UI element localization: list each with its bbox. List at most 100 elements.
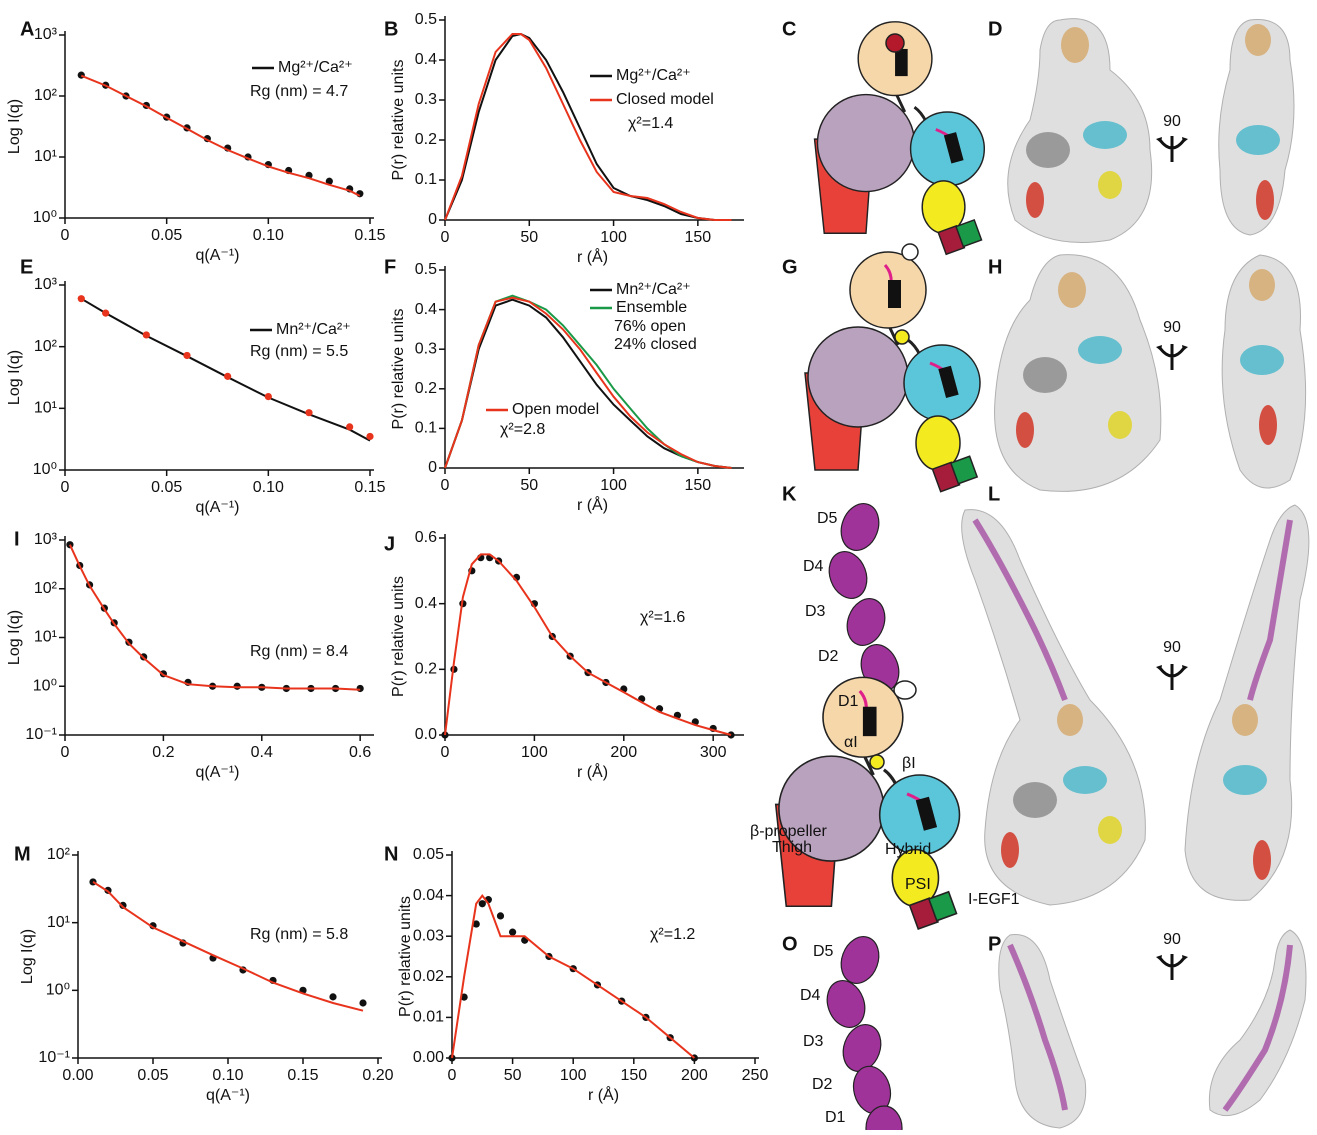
x-axis-label: q(A⁻¹)	[196, 764, 240, 781]
panel-label: N	[384, 843, 398, 865]
y-tick-label: 0.03	[413, 927, 444, 944]
y-tick-label: 0.02	[413, 968, 444, 985]
metal-ion	[894, 329, 910, 345]
panel-label: I	[14, 528, 20, 550]
domain-label: D3	[803, 1033, 824, 1050]
rotation-label: 90	[1163, 319, 1181, 336]
y-axis-label: Log I(q)	[19, 929, 36, 984]
y-tick-label: 0.3	[415, 91, 437, 108]
x-tick-label: 0	[441, 477, 450, 494]
data-point	[325, 177, 333, 185]
x-tick-label: 0.10	[212, 1067, 243, 1084]
domain-label: I-EGF1	[968, 891, 1020, 908]
axis-line	[451, 851, 759, 1059]
panel-label: O	[782, 933, 798, 955]
y-axis-label: Log I(q)	[6, 610, 23, 665]
y-tick-label: 10³	[34, 26, 58, 43]
domain-label: β-propeller	[750, 823, 827, 840]
chart-panel: N 0 50 100 150 200 250 0.00 0.01 0.02 0.03 0.04 0.05…	[384, 843, 768, 1104]
panel-label: A	[20, 18, 34, 40]
domain-label: D2	[812, 1076, 833, 1093]
x-tick-label: 200	[610, 744, 637, 761]
annotation: Rg (nm) = 5.8	[250, 926, 348, 943]
data-point	[329, 993, 337, 1001]
series-line	[451, 893, 696, 1059]
y-axis-label: P(r) relative units	[390, 309, 407, 430]
x-axis-label: r (Å)	[588, 1085, 619, 1104]
panel-label: H	[988, 256, 1002, 278]
panel-label: P	[988, 933, 1001, 955]
y-tick-label: 10¹	[34, 400, 57, 417]
y-tick-label: 0.4	[415, 595, 437, 612]
x-tick-label: 0	[441, 229, 450, 246]
domain-label: D2	[818, 648, 839, 665]
panel-label: C	[782, 18, 796, 40]
rotation-label: 90	[1163, 639, 1181, 656]
series-line	[444, 553, 732, 736]
axis-line	[64, 281, 374, 471]
y-tick-label: 0.05	[413, 846, 444, 863]
legend-label: Mg²⁺/Ca²⁺	[278, 59, 353, 76]
density-map	[961, 504, 1310, 906]
y-tick-label: 10²	[47, 846, 71, 863]
domain-label: D4	[803, 558, 824, 575]
y-tick-label: 10⁻¹	[25, 726, 57, 743]
x-tick-label: 200	[681, 1067, 708, 1084]
data-point	[102, 309, 110, 317]
x-tick-label: 50	[504, 1067, 522, 1084]
panel-label: F	[384, 256, 396, 278]
y-tick-label: 10³	[34, 276, 58, 293]
x-tick-label: 0.2	[152, 744, 174, 761]
panel-label: E	[20, 256, 33, 278]
domain-chain	[826, 936, 903, 1135]
chart-panel: M 0.00 0.05 0.10 0.15 0.20 10⁻¹ 10⁰ 10¹ 10² q(A⁻¹)…	[14, 843, 394, 1104]
chart-panel: A 0 0.05 0.10 0.15 10⁰ 10¹ 10² 10³ q(A⁻¹) Log I(q)…	[6, 18, 385, 264]
y-tick-label: 0	[428, 459, 437, 476]
data-point	[366, 432, 374, 441]
series-line	[444, 32, 732, 221]
y-axis-label: P(r) relative units	[390, 576, 407, 697]
data-point	[508, 928, 517, 936]
x-tick-label: 0.15	[354, 479, 385, 496]
data-point	[359, 999, 367, 1007]
data-point	[356, 684, 364, 693]
y-tick-label: 0.04	[413, 887, 444, 904]
legend-label: Open model	[512, 401, 599, 418]
y-axis-label: P(r) relative units	[397, 896, 414, 1017]
integrin-open-diagram	[803, 250, 982, 494]
panel-label: J	[384, 533, 395, 555]
x-axis-label: r (Å)	[577, 247, 608, 266]
domain-label: Hybrid	[885, 841, 931, 858]
metal-ion	[869, 754, 885, 770]
y-tick-label: 0.01	[413, 1009, 444, 1026]
y-tick-label: 0.4	[415, 301, 437, 318]
y-tick-label: 10⁻¹	[38, 1049, 70, 1066]
chart-panel: I 0 0.2 0.4 0.6 10⁻¹ 10⁰ 10¹ 10² 10³ q(A⁻¹) Log I(q…	[6, 528, 374, 781]
y-axis-label: P(r) relative units	[390, 60, 407, 181]
panel-label: K	[782, 483, 797, 505]
panel-label: M	[14, 843, 31, 865]
x-tick-label: 0.10	[253, 479, 284, 496]
data-point	[472, 920, 480, 928]
y-tick-label: 0.2	[415, 131, 437, 148]
ligand	[901, 243, 919, 261]
annotation: χ²=1.4	[628, 115, 673, 132]
y-tick-label: 10⁰	[46, 982, 70, 999]
y-tick-label: 10³	[34, 531, 58, 548]
x-tick-label: 0	[441, 744, 450, 761]
domain-label: D3	[805, 603, 826, 620]
x-tick-label: 0	[61, 744, 70, 761]
x-tick-label: 150	[620, 1067, 647, 1084]
chart-panel: B 0 50 100 150 0 0.1 0.2 0.3 0.4 0.5 r (Å) P(r) rela…	[384, 11, 744, 266]
x-tick-label: 50	[520, 229, 538, 246]
axis-line	[444, 266, 744, 469]
series-line	[92, 881, 364, 1012]
x-tick-label: 150	[685, 477, 712, 494]
x-axis-label: r (Å)	[577, 762, 608, 781]
y-tick-label: 0.00	[413, 1049, 444, 1066]
rotation-icon	[1154, 342, 1190, 372]
domain-label: D1	[838, 693, 859, 710]
series-line	[68, 544, 361, 691]
y-tick-label: 0.5	[415, 11, 437, 28]
y-tick-label: 0.4	[415, 51, 437, 68]
